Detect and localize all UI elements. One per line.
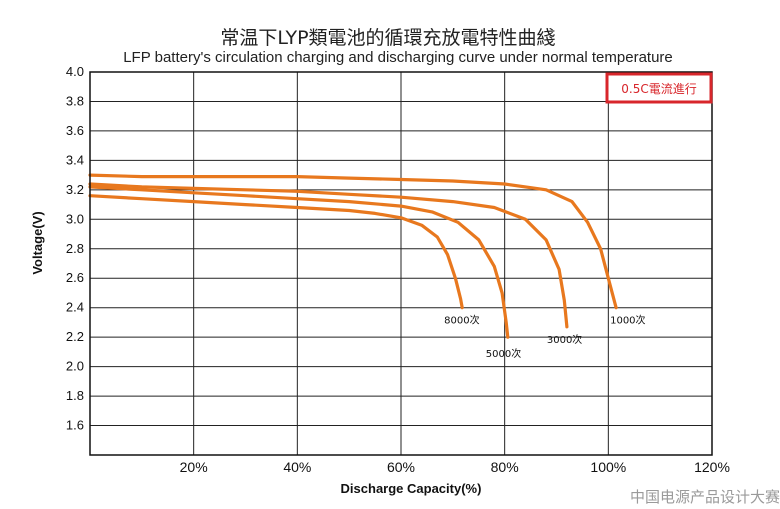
watermark: 中国电源产品设计大赛 [630, 488, 780, 506]
series-label: 1000次 [610, 314, 645, 327]
y-tick-label: 3.8 [66, 93, 84, 108]
y-tick-label: 2.2 [66, 329, 84, 344]
y-tick-label: 1.6 [66, 418, 84, 433]
x-tick-label: 80% [491, 459, 519, 475]
series-labels: 8000次 5000次 3000次 1000次 [444, 314, 645, 360]
x-tick-label: 120% [694, 459, 730, 475]
y-tick-label: 2.0 [66, 359, 84, 374]
series-label: 5000次 [486, 347, 521, 360]
y-tick-label: 2.4 [66, 300, 84, 315]
y-tick-label: 3.2 [66, 182, 84, 197]
series-group [88, 173, 618, 339]
x-tick-label: 60% [387, 459, 415, 475]
x-axis-label: Discharge Capacity(%) [341, 481, 482, 496]
y-tick-label: 2.6 [66, 270, 84, 285]
x-tick-label: 20% [180, 459, 208, 475]
series-line [88, 185, 510, 339]
plot-frame [89, 71, 713, 456]
x-tick-label: 40% [283, 459, 311, 475]
series-label: 8000次 [444, 314, 479, 327]
y-tick-label: 2.8 [66, 241, 84, 256]
chart-title: 常温下LYP類電池的循環充放電特性曲綫 [220, 27, 555, 49]
y-axis-ticks: 1.6 1.8 2.0 2.2 2.4 2.6 2.8 3.0 3.2 3.4 3.6 3.8 4.0 [66, 64, 84, 433]
series-label: 3000次 [547, 333, 582, 346]
series-line [88, 182, 569, 329]
y-tick-label: 4.0 [66, 64, 84, 79]
x-axis-ticks: 20% 40% 60% 80% 100% 120% [180, 459, 730, 475]
series-line [88, 194, 464, 310]
y-tick-label: 3.0 [66, 211, 84, 226]
grid [90, 71, 712, 455]
condition-label: 0.5C電流進行 [621, 82, 696, 96]
y-tick-label: 3.4 [66, 152, 84, 167]
chart-subtitle: LFP battery's circulation charging and d… [123, 49, 673, 66]
condition-badge: 0.5C電流進行 [605, 72, 713, 104]
y-tick-label: 1.8 [66, 388, 84, 403]
series-line [88, 173, 618, 310]
y-axis-label: Voltage(V) [30, 211, 45, 274]
x-tick-label: 100% [590, 459, 626, 475]
y-tick-label: 3.6 [66, 123, 84, 138]
